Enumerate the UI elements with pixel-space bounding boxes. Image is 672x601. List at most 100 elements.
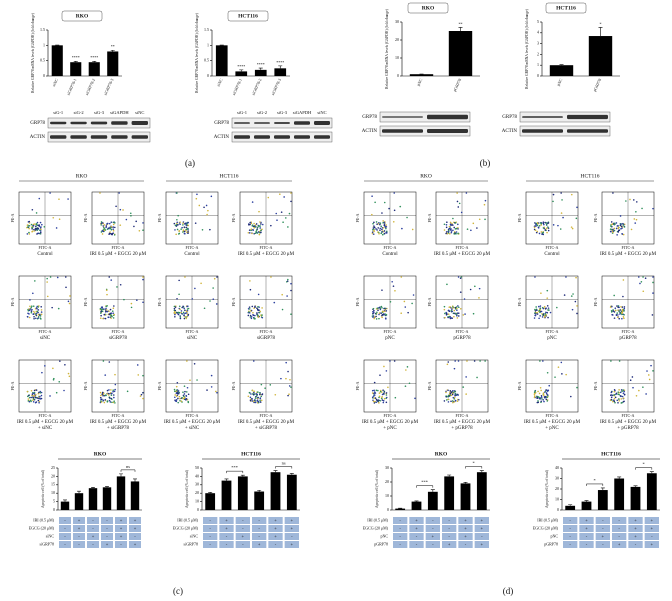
flow-dot [248, 308, 251, 310]
table-cell [579, 541, 594, 548]
bar [74, 493, 84, 510]
blot-band [234, 122, 250, 124]
flow-dot [576, 386, 578, 389]
flow-dot [374, 400, 376, 403]
flow-dot [176, 311, 178, 314]
flow-dot [55, 391, 58, 394]
error-bar [73, 60, 78, 63]
flow-dot [27, 398, 30, 400]
table-cell-text: + [106, 542, 109, 547]
flow-dot [617, 305, 620, 307]
flow-dot [113, 305, 115, 307]
flow-dot [252, 400, 255, 403]
flow-dot [111, 310, 114, 312]
bracket [226, 470, 244, 474]
flow-dot [39, 391, 42, 394]
flow-dot [252, 313, 254, 316]
flow-dot [286, 295, 288, 297]
flow-dot [378, 395, 381, 398]
flow-dot [393, 192, 396, 194]
flow-dot [394, 396, 397, 399]
flow-dot [185, 395, 188, 397]
table-cell-text: - [209, 526, 211, 531]
bar [409, 74, 434, 76]
flow-dot [107, 394, 110, 396]
flow-dot [26, 233, 29, 235]
flow-dot [621, 390, 623, 393]
caption: siGRP78 [257, 336, 276, 341]
flow-dot [377, 231, 379, 233]
flow-dot [385, 227, 387, 230]
flow-dot [540, 389, 542, 392]
table-cell-text: + [242, 534, 245, 539]
bar [60, 501, 70, 510]
caption: siNC [187, 336, 198, 341]
flow-dot [281, 293, 283, 296]
flow-dot [450, 391, 453, 394]
bar [411, 501, 422, 510]
y-tick-label: 4 [537, 30, 539, 35]
table-cell-text: + [134, 518, 137, 523]
bar [395, 508, 406, 510]
flow-dot [249, 221, 252, 224]
flow-dot [447, 361, 450, 363]
flow-dot [621, 308, 624, 311]
flow-dot [52, 216, 55, 219]
flow-dot [142, 276, 144, 278]
flow-dot [100, 306, 103, 309]
flow-dot [538, 392, 541, 395]
flow-dot [617, 231, 620, 233]
flow-dot [377, 307, 380, 309]
flow-dot [406, 366, 409, 368]
table-cell [474, 541, 489, 548]
flow-dot [40, 311, 43, 313]
flow-dot [546, 400, 549, 402]
flow-dot [392, 285, 395, 287]
flow-dot [258, 311, 261, 314]
flow-dot [371, 232, 374, 235]
y-axis-label: PE-A [517, 297, 522, 306]
flow-dot [407, 311, 409, 314]
flow-dot [209, 300, 211, 302]
flow-dot [125, 218, 128, 221]
flow-dot [110, 279, 113, 281]
flow-dot [260, 231, 262, 234]
flow-dot [270, 276, 272, 278]
flow-dot [556, 306, 558, 309]
flow-dot [106, 401, 109, 403]
flow-dot [26, 226, 29, 228]
table-cell [425, 541, 440, 548]
error-bar [208, 492, 213, 494]
table-cell [284, 533, 299, 540]
flow-dot [614, 401, 616, 404]
table-cell [474, 517, 489, 524]
flow-dot [185, 391, 188, 393]
table-cell-text: - [465, 542, 467, 547]
table-cell-text: - [448, 526, 450, 531]
flow-dot [447, 395, 449, 398]
flow-dot [449, 392, 452, 395]
flow-dot [113, 226, 116, 229]
flow-dot [59, 360, 61, 362]
flow-dot [31, 308, 33, 311]
flow-dot [186, 227, 189, 230]
table-cell [563, 533, 578, 540]
blot-band [274, 122, 290, 124]
flow-dot [175, 385, 178, 388]
flow-dot [484, 199, 487, 202]
bar [254, 491, 265, 510]
flow-dot [38, 400, 41, 403]
bracket [416, 485, 434, 488]
flow-dot [28, 308, 30, 310]
flow-dot [453, 315, 455, 318]
blot-frame [379, 111, 471, 123]
lane-label: siGAPDH [110, 110, 129, 115]
flow-dot [620, 389, 623, 391]
table-cell-text: - [242, 518, 244, 523]
error-bar [77, 490, 81, 494]
table-cell-text: + [634, 534, 637, 539]
table-cell-text: + [225, 526, 228, 531]
flow-dot [257, 225, 260, 227]
flow-dot [174, 315, 176, 318]
flow-dot [30, 311, 33, 314]
